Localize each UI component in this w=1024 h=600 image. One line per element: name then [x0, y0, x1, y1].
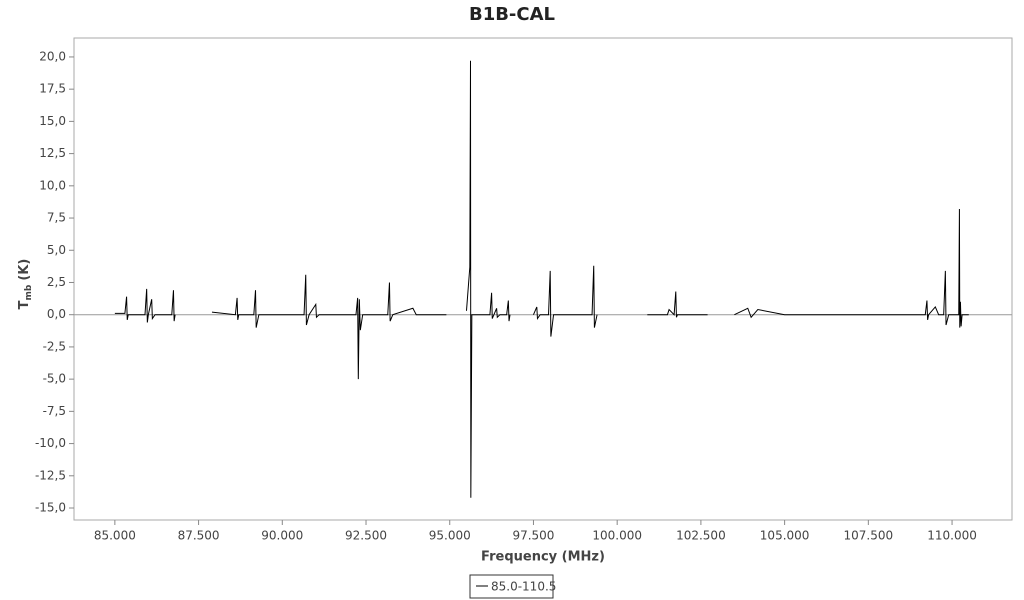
x-tick-label: 92.500	[345, 529, 387, 543]
x-tick-label: 110.000	[927, 529, 977, 543]
chart-title: B1B-CAL	[469, 4, 555, 25]
y-label-main: T	[17, 300, 32, 309]
y-tick-label: 12,5	[39, 146, 66, 160]
x-tick-label: 95.000	[429, 529, 471, 543]
legend-label: 85.0-110.5	[491, 580, 556, 594]
y-tick-label: -2,5	[43, 339, 66, 353]
x-tick-label: 87.500	[178, 529, 220, 543]
x-tick-label: 107.500	[844, 529, 894, 543]
legend-box	[469, 574, 554, 599]
x-tick-label: 102.500	[676, 529, 726, 543]
data-line	[114, 60, 969, 498]
x-tick-label: 90.000	[261, 529, 303, 543]
x-tick-label: 105.000	[760, 529, 810, 543]
y-label-sub: mb	[24, 284, 34, 300]
y-tick-label: 2,5	[47, 275, 66, 289]
x-axis-label: Frequency (MHz)	[481, 550, 605, 565]
y-tick-label: 15,0	[39, 114, 66, 128]
x-tick-label: 100.000	[592, 529, 642, 543]
y-label-unit: (K)	[17, 259, 32, 281]
y-tick-label: -12,5	[35, 468, 66, 482]
y-tick-label: 20,0	[39, 49, 66, 63]
y-tick-label: -5,0	[43, 372, 66, 386]
x-tick-label: 97.500	[512, 529, 554, 543]
y-tick-label: 17,5	[39, 82, 66, 96]
legend: 85.0-110.5	[469, 574, 556, 599]
y-axis-label: Tmb (K)	[17, 259, 34, 310]
plot-area	[73, 37, 1013, 521]
y-tick-label: 5,0	[47, 243, 66, 257]
y-tick-label: -10,0	[35, 436, 66, 450]
y-tick-label: 10,0	[39, 178, 66, 192]
y-tick-label: 0,0	[47, 307, 66, 321]
y-tick-label: 7,5	[47, 211, 66, 225]
x-tick-label: 85.000	[94, 529, 136, 543]
y-tick-label: -15,0	[35, 501, 66, 515]
y-tick-label: -7,5	[43, 404, 66, 418]
